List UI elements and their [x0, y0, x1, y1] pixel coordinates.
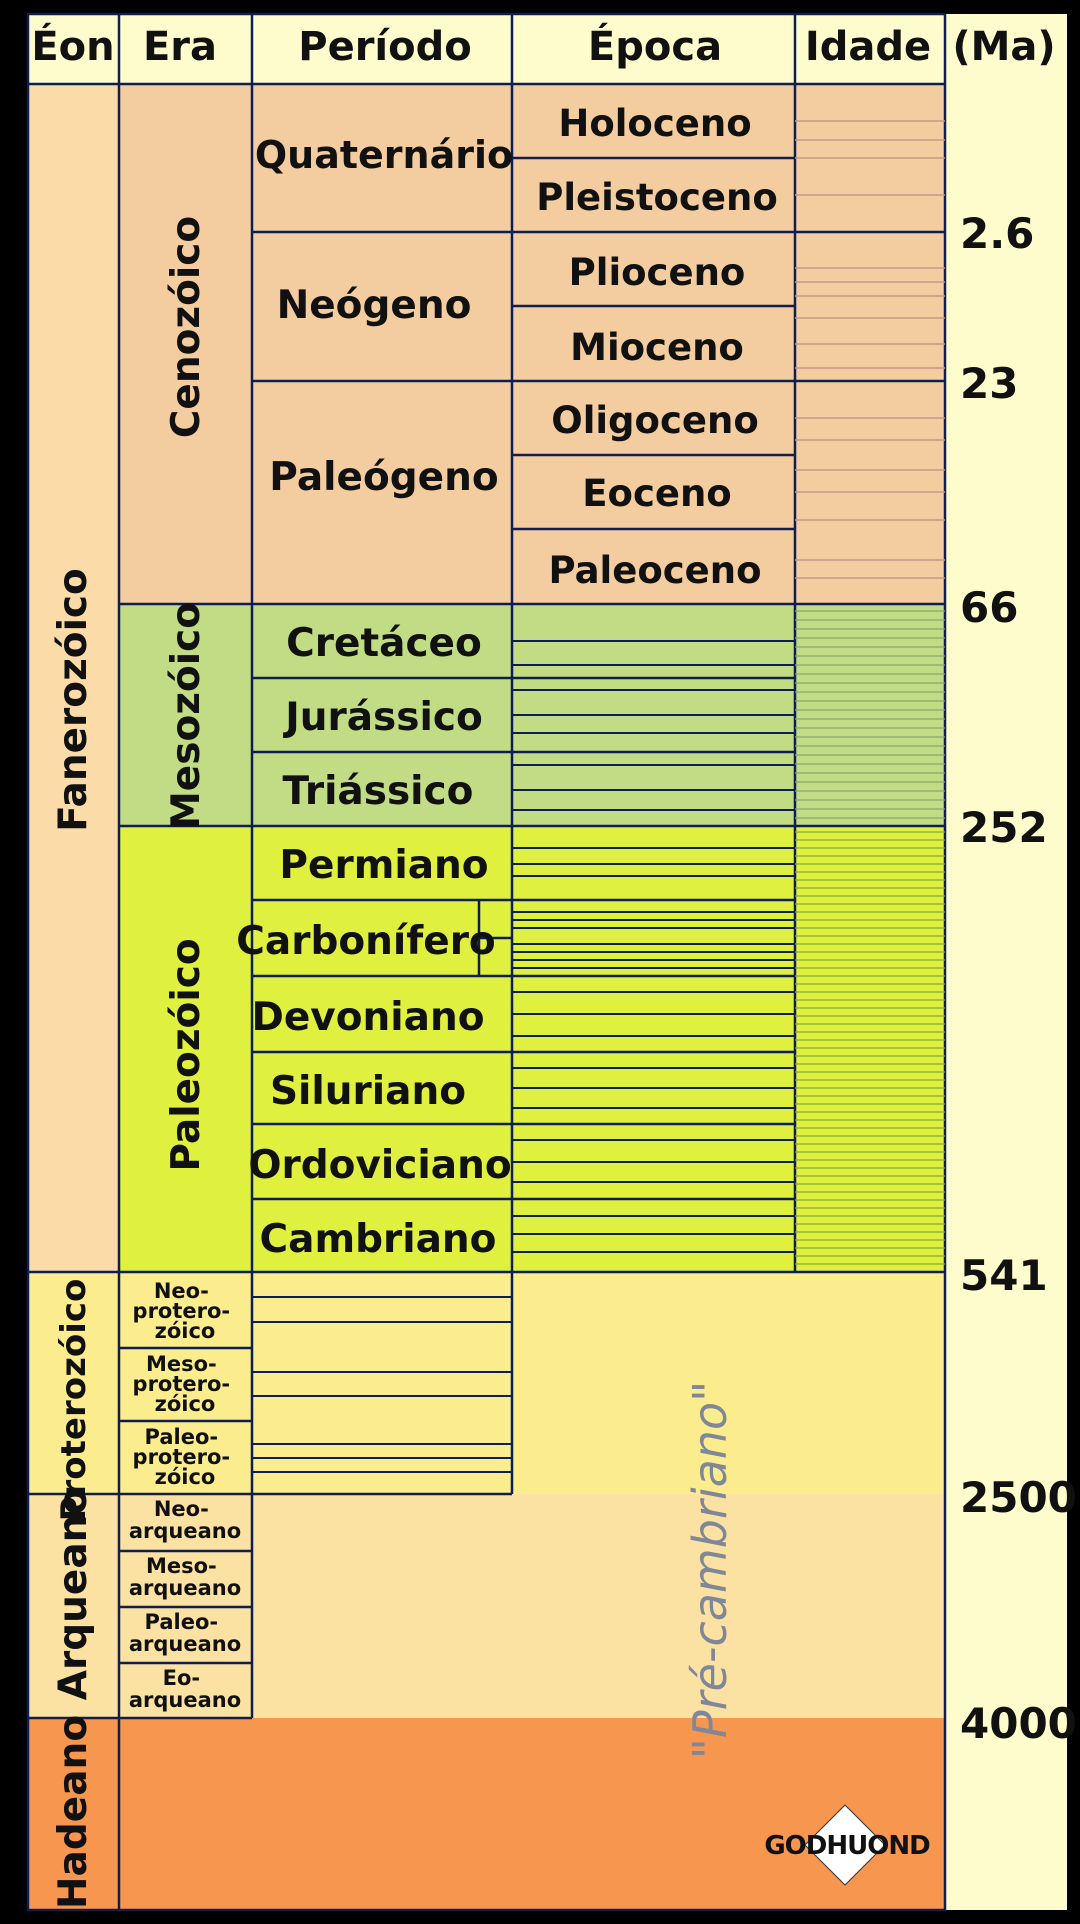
- eon-arqueano-label: Arqueano: [51, 1488, 96, 1700]
- period-cretaceo-label: Cretáceo: [286, 621, 482, 666]
- age-label-2-6: 2.6: [960, 209, 1034, 258]
- epoch-paleoceno-label: Paleoceno: [548, 549, 761, 592]
- proterozoico-area: [119, 1272, 945, 1494]
- epoch-pleistoceno-label: Pleistoceno: [536, 176, 778, 219]
- eon-fanerozoico-label: Fanerozóico: [51, 568, 96, 832]
- period-neogeno-label: Neógeno: [277, 283, 472, 328]
- period-paleogeno-label: Paleógeno: [269, 455, 498, 500]
- logo-text: GODHUOND: [764, 1831, 930, 1861]
- period-siluriano-label: Siluriano: [270, 1069, 466, 1114]
- age-label-23: 23: [960, 359, 1018, 408]
- header-era: Era: [143, 24, 217, 70]
- age-label-66: 66: [960, 583, 1018, 632]
- godhuond-logo: GODHUOND: [764, 1804, 931, 1886]
- period-cambriano-label: Cambriano: [260, 1217, 497, 1262]
- period-ordoviciano-label: Ordoviciano: [248, 1143, 511, 1188]
- grid-lines: [26, 12, 947, 1912]
- eon-fanerozoico-cell: [28, 84, 119, 1272]
- header-eon: Éon: [31, 22, 114, 70]
- era-eoarqueano-label: Eo- arqueano: [129, 1666, 241, 1712]
- epoch-oligoceno-label: Oligoceno: [551, 399, 759, 442]
- cenozoic-age-lines: [795, 120, 945, 579]
- epoch-plioceno-label: Plioceno: [569, 251, 746, 294]
- era-paleoarqueano-label: Paleo- arqueano: [129, 1610, 241, 1656]
- paleozoic-age-lines: [795, 831, 945, 1265]
- era-mesoproterozoico-label: Meso- protero- zóico: [133, 1352, 238, 1416]
- epoch-eoceno-label: Eoceno: [582, 472, 731, 515]
- paleozoic-epoch-lines: [512, 847, 795, 1253]
- right-age-strip: [945, 14, 1067, 1910]
- arqueano-area: [119, 1494, 945, 1718]
- era-paleoproterozoico-label: Paleo- protero- zóico: [133, 1425, 238, 1489]
- era-neoarqueano-label: Neo- arqueano: [129, 1497, 241, 1543]
- era-mesoarqueano-label: Meso- arqueano: [129, 1554, 241, 1600]
- eon-proterozoico-label: Proterozóico: [54, 1279, 94, 1522]
- age-label-2500: 2500: [960, 1473, 1077, 1522]
- period-triassico-label: Triássico: [283, 769, 474, 814]
- header-period: Período: [298, 24, 471, 70]
- period-jurassico-label: Jurássico: [282, 695, 483, 740]
- epoch-mioceno-label: Mioceno: [570, 326, 744, 369]
- paleozoico-block: [119, 826, 945, 1272]
- age-label-252: 252: [960, 803, 1048, 852]
- precambrian-label: "Pré-cambriano": [683, 1381, 737, 1760]
- header-ma: (Ma): [952, 24, 1055, 70]
- era-neoproterozoico-label: Neo- protero- zóico: [133, 1279, 238, 1343]
- eon-proterozoico-cell: [28, 1272, 119, 1494]
- proterozoic-period-lines: [252, 1296, 512, 1473]
- era-mesozoico-label: Mesozóico: [164, 602, 209, 830]
- period-quaternario-label: Quaternário: [255, 133, 513, 177]
- mesozoic-epoch-lines: [512, 640, 795, 811]
- header-row: [28, 14, 945, 84]
- eon-hadeano-label: Hadeano: [51, 1715, 96, 1909]
- age-label-541: 541: [960, 1251, 1048, 1300]
- header-age: Idade: [805, 24, 931, 70]
- period-carbonifero-label: Carbonífero: [236, 919, 495, 964]
- epoch-holoceno-label: Holoceno: [558, 102, 751, 145]
- header-epoch: Época: [588, 22, 722, 70]
- mesozoic-age-lines: [795, 610, 945, 819]
- eon-arqueano-cell: [28, 1494, 119, 1718]
- era-paleozoico-label: Paleozóico: [164, 938, 209, 1171]
- period-permiano-label: Permiano: [279, 843, 488, 888]
- hadeano-band: [28, 1718, 945, 1910]
- era-cenozoico-label: Cenozóico: [164, 216, 209, 438]
- period-devoniano-label: Devoniano: [251, 995, 484, 1040]
- age-label-4000: 4000: [960, 1699, 1077, 1748]
